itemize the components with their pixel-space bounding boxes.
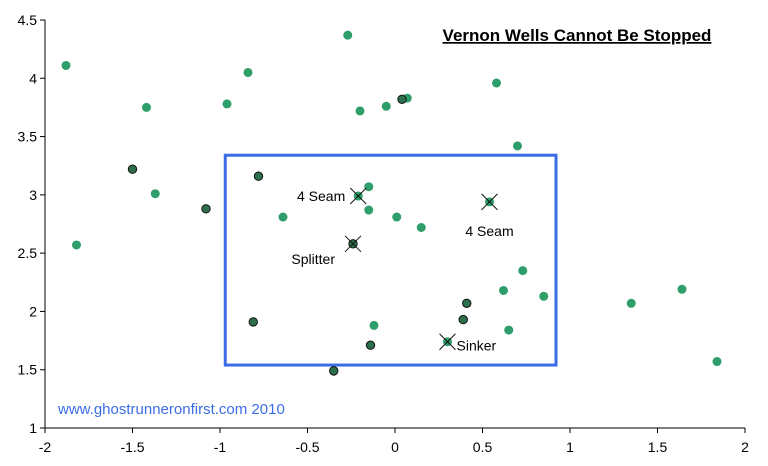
dark-data-point: [329, 366, 339, 376]
pitch-label: 4 Seam: [465, 223, 513, 239]
x-tick-label: -1.5: [120, 439, 144, 455]
dark-data-point: [397, 94, 407, 104]
y-tick-label: 3: [29, 187, 37, 203]
data-points: [61, 30, 722, 376]
x-tick-label: 1: [566, 439, 574, 455]
pitch-label: Splitter: [291, 251, 335, 267]
green-data-point: [61, 60, 71, 70]
green-data-point: [364, 205, 374, 215]
x-marker: [349, 187, 367, 205]
pitch-annotations: 4 Seam 4 Seam Splitter Sinker: [291, 187, 514, 354]
green-data-point: [492, 78, 501, 88]
x-tick-label: -2: [39, 439, 52, 455]
dark-data-point: [201, 204, 211, 214]
watermark-text: www.ghostrunneronfirst.com 2010: [57, 401, 285, 418]
green-data-point: [222, 99, 232, 109]
dark-data-point: [253, 171, 264, 181]
green-data-point: [72, 240, 81, 250]
green-data-point: [513, 141, 522, 151]
green-data-point: [142, 102, 151, 112]
y-tick-label: 2.5: [18, 245, 38, 261]
y-tick-label: 4: [29, 70, 37, 86]
green-data-point: [539, 291, 549, 301]
y-tick-label: 2: [29, 303, 37, 319]
green-data-point: [364, 182, 374, 192]
green-data-point: [504, 325, 514, 335]
green-data-point: [150, 189, 160, 199]
green-data-point: [392, 212, 402, 222]
x-tick-label: 2: [741, 439, 749, 455]
green-data-point: [518, 266, 528, 276]
x-marker: [439, 333, 456, 351]
x-tick-label: 0.5: [473, 439, 493, 455]
green-data-point: [355, 106, 365, 116]
x-marker: [481, 193, 498, 211]
pitch-label: 4 Seam: [297, 188, 345, 204]
green-data-point: [369, 320, 379, 330]
y-tick-label: 1.5: [18, 362, 38, 378]
dark-data-point: [248, 317, 258, 327]
x-tick-label: -0.5: [295, 439, 319, 455]
y-tick-label: 3.5: [18, 129, 38, 145]
green-data-point: [381, 101, 391, 111]
x-tick-label: 1.5: [648, 439, 668, 455]
strike-zone-box-layer: [223, 153, 558, 367]
green-data-point: [416, 222, 426, 232]
green-data-point: [626, 298, 636, 308]
green-data-point: [677, 284, 687, 294]
dark-data-point: [458, 314, 468, 325]
axes: -2 -1.5 -1 -0.5 0 0.5 1 1.5 2 1 1.5 2 2.5 3 3.5 4 4.5: [18, 12, 750, 455]
green-data-point: [243, 67, 253, 77]
green-data-point: [343, 30, 353, 40]
green-data-point: [499, 285, 508, 295]
x-marker: [344, 235, 362, 253]
x-tick-label: 0: [391, 439, 399, 455]
chart-title: Vernon Wells Cannot Be Stopped: [443, 26, 712, 45]
x-tick-label: -1: [214, 439, 227, 455]
dark-data-point: [462, 298, 472, 308]
green-data-point: [712, 357, 722, 367]
y-tick-label: 4.5: [18, 12, 38, 28]
y-tick-label: 1: [29, 420, 37, 436]
pitch-label: Sinker: [457, 338, 497, 354]
green-data-point: [278, 212, 288, 222]
strike-zone-box: [223, 153, 558, 367]
dark-data-point: [365, 340, 376, 350]
dark-data-point: [127, 164, 138, 174]
